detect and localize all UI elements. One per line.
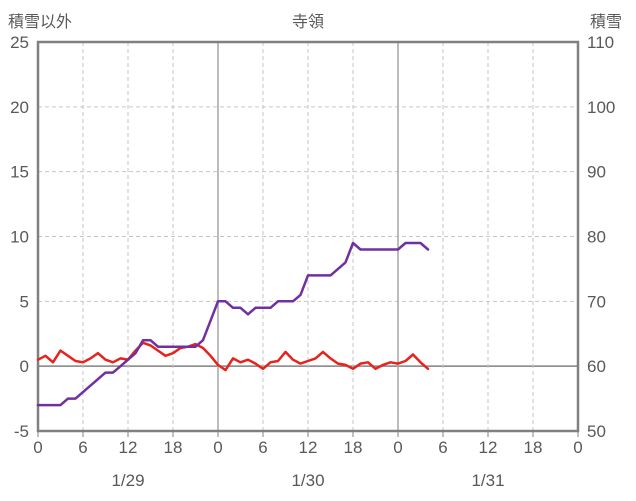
x-date-label: 1/31 [471,471,504,490]
plot-border [36,40,580,433]
series-line-non-snow [36,341,430,372]
y-left-tick-label: 20 [10,98,29,117]
y-right-tick-label: 80 [587,228,606,247]
left-axis-title: 積雪以外 [8,14,73,31]
x-tick-label: 12 [119,438,138,457]
x-tick-label: 0 [573,438,582,457]
y-right-tick-label: 50 [587,422,606,441]
y-left-tick-label: 0 [20,357,29,376]
x-tick-label: 12 [479,438,498,457]
right-axis-title: 積雪 [589,14,622,31]
x-tick-label: 12 [299,438,318,457]
x-tick-label: 18 [524,438,543,457]
x-tick-label: 6 [438,438,447,457]
x-tick-label: 6 [258,438,267,457]
y-left-tick-label: 10 [10,228,29,247]
y-right-tick-label: 70 [587,292,606,311]
y-right-tick-label: 90 [587,163,606,182]
y-left-tick-label: -5 [14,422,29,441]
x-tick-label: 0 [33,438,42,457]
x-tick-label: 18 [344,438,363,457]
x-tick-label: 18 [164,438,183,457]
y-right-tick-label: 110 [587,33,614,52]
x-date-label: 1/30 [291,471,324,490]
y-right-tick-label: 100 [587,98,615,117]
y-left-tick-label: 25 [10,33,29,52]
x-tick-label: 0 [213,438,222,457]
y-left-tick-label: 15 [10,163,29,182]
series-line-snow-depth [36,241,430,407]
x-tick-label: 0 [393,438,402,457]
chart-title: 寺領 [291,14,324,31]
y-left-tick-label: 5 [20,292,29,311]
x-date-label: 1/29 [111,471,144,490]
x-tick-label: 6 [78,438,87,457]
y-right-tick-label: 60 [587,357,606,376]
